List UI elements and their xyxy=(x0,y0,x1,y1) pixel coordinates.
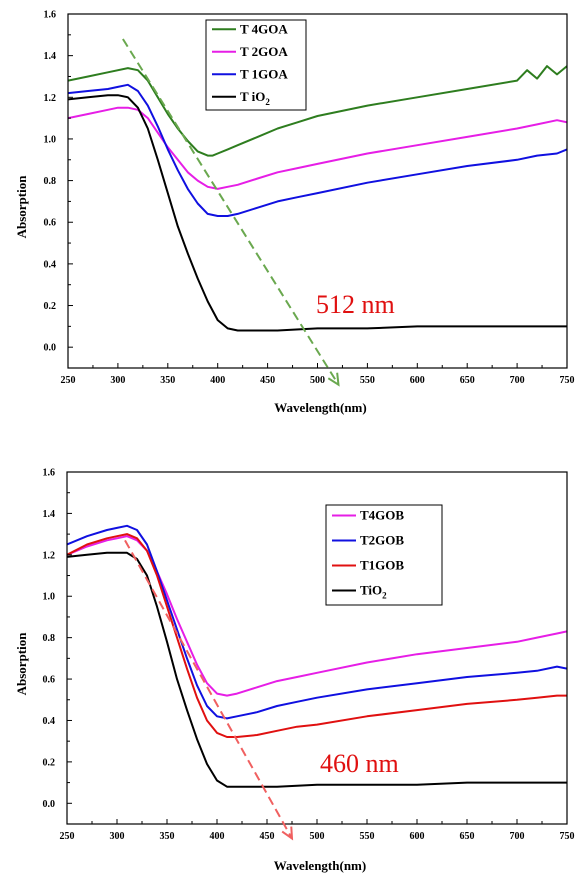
chart-1: 250 300 350 400 450 500 550 600 650 700 750 0.0 0.2 0… xyxy=(14,10,575,416)
y-tick-label: 1.2 xyxy=(43,550,56,561)
x-tick-label: 600 xyxy=(410,375,425,386)
series-line-4 xyxy=(68,94,567,332)
x-tick-label: 300 xyxy=(110,831,125,842)
y-tick-label: 0.8 xyxy=(43,633,56,644)
x-tick-label: 300 xyxy=(110,375,125,386)
y-tick-label: 0.4 xyxy=(44,259,57,270)
x-axis-title: Wavelength(nm) xyxy=(274,858,366,873)
x-tick-label: 500 xyxy=(310,375,325,386)
y-tick-label: 0.8 xyxy=(44,176,57,187)
trend-arrow-line xyxy=(124,539,293,839)
x-tick-label: 750 xyxy=(560,831,575,842)
y-tick-label: 0.2 xyxy=(43,757,56,768)
plot-frame xyxy=(66,471,568,825)
chart-2: 250 300 350 400 450 500 550 600 650 700 750 0.0 0.2 0… xyxy=(14,468,575,874)
legend-label: T4GOB xyxy=(360,508,404,523)
x-tick-label: 350 xyxy=(160,375,175,386)
legend-label: T2GOB xyxy=(360,533,404,548)
x-tick-label: 400 xyxy=(210,831,225,842)
y-tick-label: 0.6 xyxy=(44,218,57,229)
legend: T4GOB T2GOB T1GOB TiO2 xyxy=(325,504,443,606)
x-tick-label: 650 xyxy=(460,831,475,842)
y-tick-label: 1.4 xyxy=(43,509,56,520)
x-tick-label: 600 xyxy=(410,831,425,842)
series-line-2 xyxy=(68,106,567,190)
legend-label: T 1GOA xyxy=(240,66,288,81)
y-tick-label: 0.2 xyxy=(44,301,57,312)
y-tick-label: 1.6 xyxy=(43,468,56,479)
x-tick-label: 700 xyxy=(510,375,525,386)
y-tick-label: 1.0 xyxy=(43,592,56,603)
x-tick-label: 750 xyxy=(560,375,575,386)
legend-box xyxy=(205,19,307,111)
trend-arrow-head xyxy=(281,826,294,841)
series-line-2 xyxy=(67,524,567,720)
y-tick-label: 1.4 xyxy=(44,51,57,62)
series-line-1 xyxy=(67,535,567,697)
series-line-3 xyxy=(68,83,567,217)
y-axis-title: Absorption xyxy=(14,632,29,696)
y-tick-label: 1.2 xyxy=(44,93,57,104)
x-axis-title: Wavelength(nm) xyxy=(274,400,366,415)
legend-label: T 4GOA xyxy=(240,21,288,36)
x-tick-label: 450 xyxy=(260,375,275,386)
series-lines xyxy=(67,524,567,788)
x-tick-label: 700 xyxy=(510,831,525,842)
legend-label: T iO2 xyxy=(240,89,270,107)
wavelength-annotation: 460 nm xyxy=(320,749,399,778)
legend-label: T1GOB xyxy=(360,558,404,573)
x-tick-label: 650 xyxy=(460,375,475,386)
x-tick-label: 550 xyxy=(360,831,375,842)
series-lines xyxy=(68,65,567,332)
trend-arrow-head xyxy=(327,372,340,387)
y-tick-label: 0.6 xyxy=(43,675,56,686)
legend-label: TiO2 xyxy=(360,583,387,601)
series-line-3 xyxy=(67,533,567,738)
y-axis-title: Absorption xyxy=(14,175,29,239)
trend-arrow-line xyxy=(122,38,340,386)
x-tick-label: 500 xyxy=(310,831,325,842)
y-tick-label: 0.0 xyxy=(44,343,57,354)
series-line-4 xyxy=(67,551,567,788)
y-tick-label: 1.6 xyxy=(44,10,57,21)
x-tick-label: 250 xyxy=(60,831,75,842)
x-tick-label: 450 xyxy=(260,831,275,842)
y-tick-label: 0.0 xyxy=(43,799,56,810)
y-tick-label: 0.4 xyxy=(43,716,56,727)
wavelength-annotation: 512 nm xyxy=(316,290,395,319)
x-tick-label: 550 xyxy=(360,375,375,386)
legend: T 4GOA T 2GOA T 1GOA T iO2 xyxy=(205,19,307,111)
legend-box xyxy=(325,504,443,606)
legend-label: T 2GOA xyxy=(240,44,288,59)
y-tick-label: 1.0 xyxy=(44,134,57,145)
series-line-1 xyxy=(68,65,567,157)
x-tick-label: 350 xyxy=(160,831,175,842)
x-tick-label: 400 xyxy=(210,375,225,386)
x-tick-label: 250 xyxy=(61,375,76,386)
